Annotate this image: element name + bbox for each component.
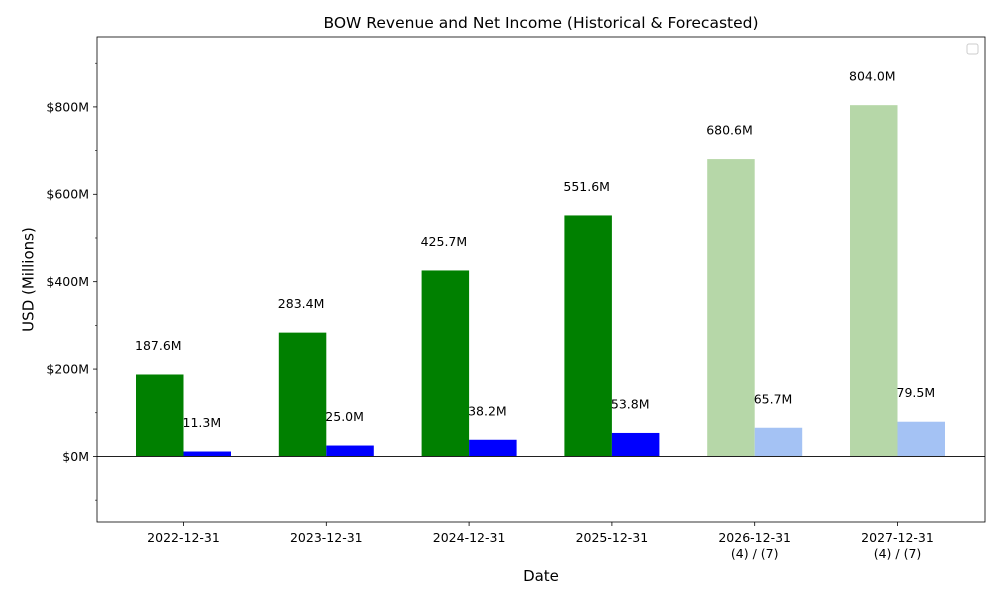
revenue-label-3: 551.6M xyxy=(563,179,610,194)
revenue-label-1: 283.4M xyxy=(278,296,325,311)
y-axis-label: USD (Millions) xyxy=(19,227,37,332)
data-labels-group: 187.6M 283.4M 425.7M 551.6M 680.6M 804.0M 11.3… xyxy=(135,69,935,430)
revenue-bar-3 xyxy=(564,215,612,457)
y-tick-label: $400M xyxy=(46,274,89,289)
net-income-label-2: 38.2M xyxy=(468,403,507,418)
revenue-bar-0 xyxy=(136,374,184,457)
x-axis-label: Date xyxy=(523,567,559,585)
revenue-label-2: 425.7M xyxy=(421,234,468,249)
revenue-label-4: 680.6M xyxy=(706,123,753,138)
net-income-bar-2 xyxy=(469,439,517,457)
revenue-bar-4 xyxy=(707,159,755,457)
net-income-bar-1 xyxy=(326,445,374,457)
x-tick-label: 2026-12-31 (4) / (7) xyxy=(718,530,791,561)
net-income-label-5: 79.5M xyxy=(897,385,936,400)
axes-group: $0M $200M $400M $600M $800M 2022-12-31 2023-12… xyxy=(46,36,986,561)
revenue-bar-5 xyxy=(850,105,898,457)
net-income-bar-5 xyxy=(897,421,945,457)
legend xyxy=(966,43,979,55)
revenue-bar-2 xyxy=(421,270,470,457)
revenue-label-0: 187.6M xyxy=(135,338,182,353)
net-income-bar-3 xyxy=(611,432,660,457)
net-income-label-0: 11.3M xyxy=(183,415,222,430)
net-income-label-1: 25.0M xyxy=(325,409,364,424)
x-tick-label: 2023-12-31 xyxy=(290,530,363,545)
x-tick-label: 2024-12-31 xyxy=(433,530,506,545)
legend-box xyxy=(966,43,979,55)
revenue-bar-1 xyxy=(278,332,327,457)
x-tick-label: 2025-12-31 xyxy=(576,530,649,545)
net-income-label-3: 53.8M xyxy=(611,396,650,411)
net-income-bar-0 xyxy=(183,451,231,457)
revenue-label-5: 804.0M xyxy=(849,69,896,84)
x-tick-label: 2022-12-31 xyxy=(147,530,220,545)
y-tick-label: $200M xyxy=(46,361,89,376)
plot-frame xyxy=(96,36,986,523)
x-tick-label: 2027-12-31 (4) / (7) xyxy=(861,530,934,561)
net-income-label-4: 65.7M xyxy=(754,391,793,406)
y-tick-label: $800M xyxy=(46,99,89,114)
net-income-bar-4 xyxy=(754,427,803,457)
y-tick-label: $0M xyxy=(62,449,89,464)
chart-title: BOW Revenue and Net Income (Historical &… xyxy=(323,14,758,32)
bars-group xyxy=(136,105,945,457)
y-tick-label: $600M xyxy=(46,187,89,202)
